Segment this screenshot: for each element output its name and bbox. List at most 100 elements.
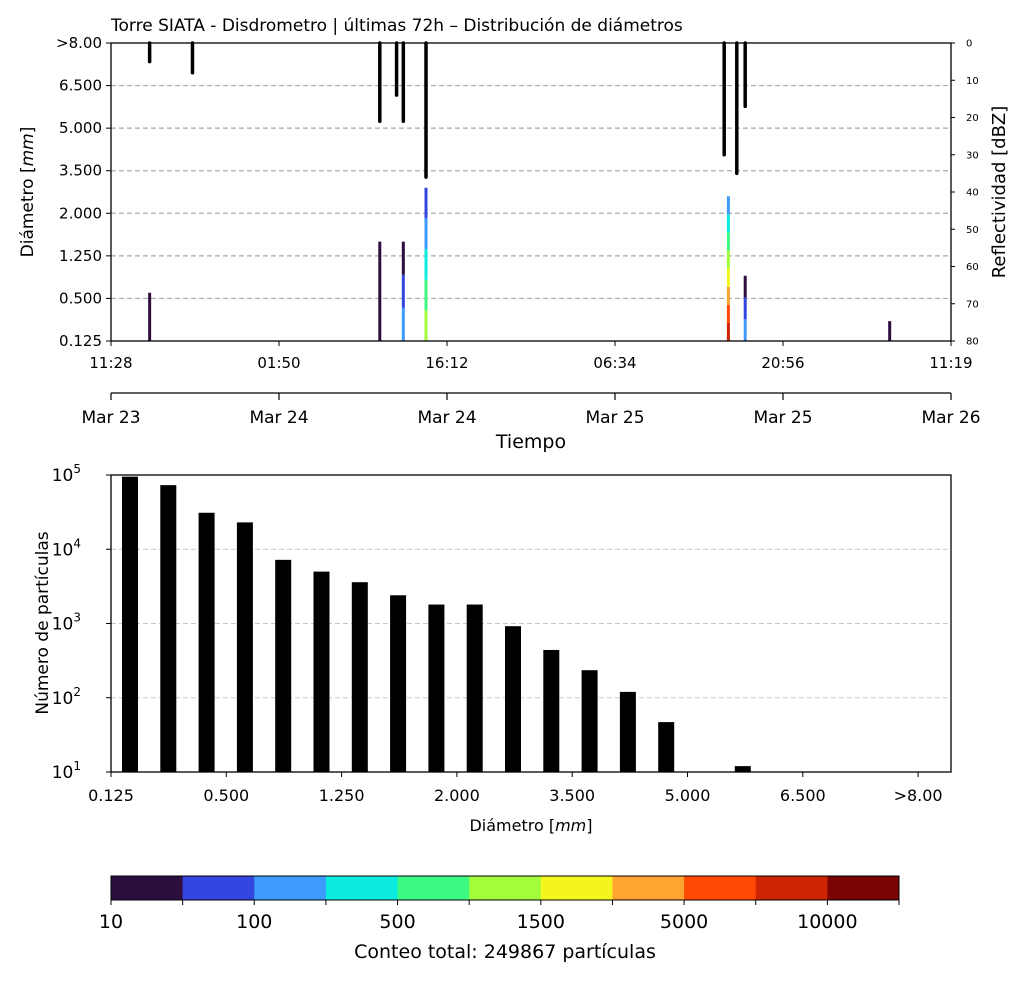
bottom-x-tick-label: 1.250 bbox=[319, 786, 365, 805]
top-time-tick-label: 06:34 bbox=[593, 354, 636, 372]
top-heatmap bbox=[148, 187, 892, 341]
histogram-bar bbox=[160, 485, 177, 772]
top-y-tick-label: 1.250 bbox=[59, 247, 102, 265]
bottom-x-tick-label: 3.500 bbox=[549, 786, 595, 805]
histogram-bar bbox=[351, 582, 368, 772]
top-plot-frame bbox=[110, 42, 952, 342]
heatmap-cell bbox=[888, 321, 892, 341]
colorbar-frame bbox=[110, 875, 900, 901]
heatmap-cell bbox=[148, 292, 152, 341]
colorbar-tick-label: 10000 bbox=[797, 911, 857, 933]
top-y-tick-label: 2.000 bbox=[59, 204, 102, 222]
top-y-tick-label: 0.500 bbox=[59, 289, 102, 307]
top-reflectivity-lines bbox=[147, 41, 747, 179]
top-time-tick-label: 11:28 bbox=[89, 354, 132, 372]
heatmap-cell bbox=[743, 297, 747, 320]
histogram-bar bbox=[313, 571, 330, 772]
top-y-tick-label: 0.125 bbox=[59, 332, 102, 350]
top-y-tick-label: 3.500 bbox=[59, 162, 102, 180]
top-y2-tick-label: 0 bbox=[966, 39, 972, 50]
bottom-x-tick-label: 0.125 bbox=[88, 786, 134, 805]
heatmap-cell bbox=[743, 319, 747, 341]
histogram-bar bbox=[658, 722, 675, 772]
heatmap-cell bbox=[726, 232, 730, 251]
bottom-x-tick-label: 0.500 bbox=[203, 786, 249, 805]
top-y2-tick-label: 40 bbox=[966, 188, 979, 199]
bottom-y-tick-base: 10 bbox=[52, 540, 74, 560]
colorbar-segment bbox=[254, 876, 327, 900]
top-grid bbox=[111, 84, 951, 300]
top-time-tick-label: 01:50 bbox=[257, 354, 300, 372]
top-y-tick-label: >8.00 bbox=[56, 34, 102, 52]
histogram-bar bbox=[390, 595, 407, 772]
top-y-tick-label: 6.500 bbox=[59, 77, 102, 95]
colorbar-segment bbox=[469, 876, 542, 900]
heatmap-cell bbox=[726, 214, 730, 233]
bottom-y-tick-label: 103 bbox=[52, 611, 81, 635]
bottom-x-tick-label: >8.00 bbox=[894, 786, 943, 805]
heatmap-cell bbox=[424, 218, 428, 250]
colorbar-segment bbox=[684, 876, 757, 900]
bottom-bars bbox=[122, 476, 751, 772]
colorbar-segment bbox=[755, 876, 828, 900]
top-time-tick-label: 16:12 bbox=[425, 354, 468, 372]
top-time-tick-label: 11:19 bbox=[929, 354, 972, 372]
heatmap-cell bbox=[424, 310, 428, 341]
top-y2-tick-label: 80 bbox=[966, 337, 979, 348]
bottom-x-tick-label: 5.000 bbox=[665, 786, 711, 805]
histogram-bar bbox=[505, 626, 521, 772]
heatmap-cell bbox=[401, 307, 405, 341]
colorbar-segment bbox=[612, 876, 685, 900]
heatmap-cell bbox=[743, 275, 747, 298]
colorbar-caption: Conteo total: 249867 partículas bbox=[354, 941, 656, 963]
top-date-tick-label: Mar 25 bbox=[585, 408, 644, 428]
bottom-y-tick-base: 10 bbox=[52, 466, 74, 486]
bottom-y-tick-label: 105 bbox=[52, 462, 81, 486]
top-y2-tick-label: 50 bbox=[966, 225, 979, 236]
histogram-bar bbox=[619, 691, 636, 772]
bottom-y-tick-exp: 4 bbox=[73, 536, 81, 550]
top-date-tick-label: Mar 26 bbox=[921, 408, 980, 428]
histogram-bar bbox=[275, 559, 292, 772]
top-y2-tick-label: 30 bbox=[966, 150, 979, 161]
bottom-y-label: Número de partículas bbox=[33, 531, 53, 714]
bottom-y-tick-base: 10 bbox=[52, 615, 74, 635]
top-y2-label: Reflectividad [dBZ] bbox=[989, 106, 1010, 279]
top-y-label: Diámetro [mm] bbox=[18, 127, 38, 258]
histogram-bar bbox=[122, 476, 138, 772]
bottom-x-axis: 0.125 0.500 1.250 2.000 3.500 5.000 6.500 >8.00 bbox=[88, 772, 943, 805]
colorbar-tick-label: 10 bbox=[99, 911, 123, 933]
colorbar bbox=[111, 876, 900, 900]
top-date-axis: Mar 23 Mar 24 Mar 24 Mar 25 Mar 25 Mar 26 bbox=[81, 393, 981, 428]
colorbar-segment bbox=[397, 876, 470, 900]
bottom-y-tick-label: 102 bbox=[52, 685, 81, 709]
histogram-bar bbox=[198, 512, 215, 772]
heatmap-cell bbox=[424, 279, 428, 311]
heatmap-cell bbox=[424, 249, 428, 280]
top-y2-tick-label: 70 bbox=[966, 299, 979, 310]
colorbar-ticks: 10 100 500 1500 5000 10000 bbox=[99, 900, 900, 933]
histogram-bar bbox=[581, 670, 598, 772]
bottom-x-tick-label: 6.500 bbox=[780, 786, 826, 805]
histogram-bar bbox=[236, 522, 253, 772]
heatmap-cell bbox=[726, 250, 730, 269]
top-date-tick-label: Mar 23 bbox=[81, 408, 140, 428]
top-date-tick-label: Mar 25 bbox=[753, 408, 812, 428]
colorbar-segment bbox=[111, 876, 184, 900]
bottom-y-tick-exp: 1 bbox=[73, 759, 81, 773]
heatmap-cell bbox=[726, 196, 730, 215]
top-y2-tick-label: 10 bbox=[966, 76, 979, 87]
colorbar-segment bbox=[540, 876, 613, 900]
histogram-bar bbox=[466, 604, 483, 772]
heatmap-cell bbox=[401, 274, 405, 308]
top-y-axis: 0.125 0.500 1.250 2.000 3.500 5.000 6.500 >8.00 bbox=[56, 34, 111, 350]
heatmap-cell bbox=[726, 268, 730, 287]
colorbar-tick-label: 1500 bbox=[517, 911, 565, 933]
colorbar-segment bbox=[827, 876, 900, 900]
bottom-x-label: Diámetro [mm] bbox=[469, 816, 592, 835]
top-title: Torre SIATA - Disdrometro | últimas 72h … bbox=[110, 16, 683, 36]
histogram-bar bbox=[428, 604, 445, 772]
top-y-tick-label: 5.000 bbox=[59, 119, 102, 137]
top-y2-tick-label: 60 bbox=[966, 262, 979, 273]
